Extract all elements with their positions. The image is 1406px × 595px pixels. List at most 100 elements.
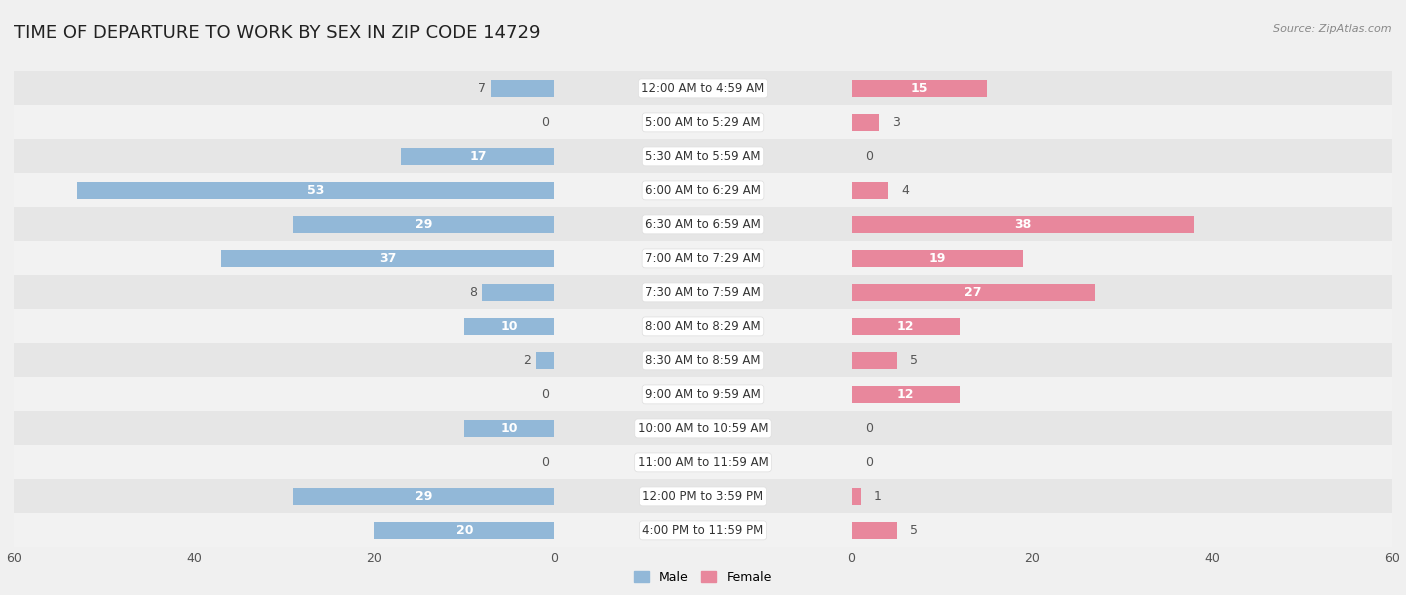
Text: 6:00 AM to 6:29 AM: 6:00 AM to 6:29 AM xyxy=(645,184,761,197)
Text: 10: 10 xyxy=(501,320,519,333)
Bar xyxy=(14,377,554,411)
Text: 8: 8 xyxy=(468,286,477,299)
Bar xyxy=(852,318,960,335)
Bar xyxy=(77,181,554,199)
Bar xyxy=(14,71,554,105)
Text: 10: 10 xyxy=(501,422,519,435)
Bar xyxy=(401,148,554,165)
Bar xyxy=(221,249,554,267)
Text: 12: 12 xyxy=(897,320,914,333)
Bar xyxy=(554,208,852,242)
Bar xyxy=(852,173,1392,208)
Bar xyxy=(852,446,1392,480)
Text: 0: 0 xyxy=(541,456,548,469)
Bar xyxy=(554,71,852,105)
Text: 2: 2 xyxy=(523,354,530,367)
Bar xyxy=(852,249,1022,267)
Text: 0: 0 xyxy=(865,150,873,163)
Bar xyxy=(554,139,852,173)
Text: TIME OF DEPARTURE TO WORK BY SEX IN ZIP CODE 14729: TIME OF DEPARTURE TO WORK BY SEX IN ZIP … xyxy=(14,24,540,42)
Text: 5: 5 xyxy=(910,354,918,367)
Text: 9:00 AM to 9:59 AM: 9:00 AM to 9:59 AM xyxy=(645,388,761,401)
Text: 12:00 AM to 4:59 AM: 12:00 AM to 4:59 AM xyxy=(641,82,765,95)
Bar xyxy=(14,139,554,173)
Text: 4: 4 xyxy=(901,184,910,197)
Bar xyxy=(374,522,554,539)
Text: 12:00 PM to 3:59 PM: 12:00 PM to 3:59 PM xyxy=(643,490,763,503)
Bar xyxy=(852,411,1392,446)
Bar xyxy=(14,446,554,480)
Text: 17: 17 xyxy=(470,150,486,163)
Bar xyxy=(852,71,1392,105)
Text: 0: 0 xyxy=(865,456,873,469)
Bar xyxy=(852,208,1392,242)
Bar xyxy=(554,173,852,208)
Text: 8:30 AM to 8:59 AM: 8:30 AM to 8:59 AM xyxy=(645,354,761,367)
Bar xyxy=(554,242,852,275)
Text: 7:30 AM to 7:59 AM: 7:30 AM to 7:59 AM xyxy=(645,286,761,299)
Text: 12: 12 xyxy=(897,388,914,401)
Bar xyxy=(464,419,554,437)
Bar xyxy=(852,139,1392,173)
Bar xyxy=(14,513,554,547)
Bar xyxy=(852,114,879,131)
Bar xyxy=(14,411,554,446)
Text: 4:00 PM to 11:59 PM: 4:00 PM to 11:59 PM xyxy=(643,524,763,537)
Text: 38: 38 xyxy=(1014,218,1032,231)
Bar xyxy=(852,181,887,199)
Text: 8:00 AM to 8:29 AM: 8:00 AM to 8:29 AM xyxy=(645,320,761,333)
Bar xyxy=(852,242,1392,275)
Bar xyxy=(554,105,852,139)
Text: 53: 53 xyxy=(307,184,325,197)
Text: 0: 0 xyxy=(541,388,548,401)
Bar xyxy=(852,522,897,539)
Text: 19: 19 xyxy=(928,252,946,265)
Bar xyxy=(554,377,852,411)
Bar xyxy=(852,309,1392,343)
Bar xyxy=(554,275,852,309)
Text: 15: 15 xyxy=(911,82,928,95)
Bar xyxy=(14,343,554,377)
Bar xyxy=(852,284,1095,301)
Text: Source: ZipAtlas.com: Source: ZipAtlas.com xyxy=(1274,24,1392,34)
Bar xyxy=(14,309,554,343)
Bar xyxy=(852,343,1392,377)
Bar xyxy=(852,386,960,403)
Bar xyxy=(852,513,1392,547)
Bar xyxy=(14,242,554,275)
Bar xyxy=(14,105,554,139)
Bar xyxy=(14,480,554,513)
Text: 5:30 AM to 5:59 AM: 5:30 AM to 5:59 AM xyxy=(645,150,761,163)
Text: 11:00 AM to 11:59 AM: 11:00 AM to 11:59 AM xyxy=(638,456,768,469)
Bar xyxy=(14,173,554,208)
Bar xyxy=(852,215,1194,233)
Text: 20: 20 xyxy=(456,524,472,537)
Text: 1: 1 xyxy=(875,490,882,503)
Text: 10:00 AM to 10:59 AM: 10:00 AM to 10:59 AM xyxy=(638,422,768,435)
Legend: Male, Female: Male, Female xyxy=(630,566,776,588)
Bar xyxy=(554,411,852,446)
Text: 0: 0 xyxy=(541,116,548,129)
Bar xyxy=(482,284,554,301)
Bar xyxy=(294,215,554,233)
Text: 6:30 AM to 6:59 AM: 6:30 AM to 6:59 AM xyxy=(645,218,761,231)
Bar xyxy=(852,105,1392,139)
Text: 29: 29 xyxy=(415,490,433,503)
Bar xyxy=(14,275,554,309)
Text: 3: 3 xyxy=(893,116,900,129)
Bar xyxy=(554,309,852,343)
Bar xyxy=(852,275,1392,309)
Text: 0: 0 xyxy=(865,422,873,435)
Bar xyxy=(464,318,554,335)
Bar xyxy=(14,208,554,242)
Bar xyxy=(537,352,554,369)
Bar xyxy=(852,480,1392,513)
Bar xyxy=(852,377,1392,411)
Bar xyxy=(852,80,987,97)
Bar xyxy=(554,446,852,480)
Text: 5: 5 xyxy=(910,524,918,537)
Bar xyxy=(554,343,852,377)
Text: 29: 29 xyxy=(415,218,433,231)
Bar xyxy=(852,352,897,369)
Bar xyxy=(852,487,860,505)
